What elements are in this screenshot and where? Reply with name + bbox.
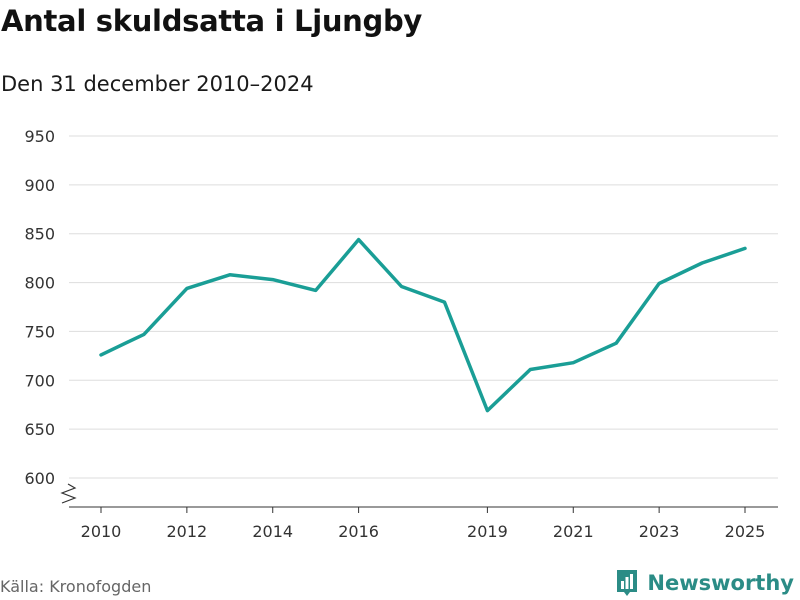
y-tick-label-750: 750 [24, 322, 55, 341]
x-tick-label-2019: 2019 [467, 522, 508, 541]
data-point-2023 [657, 282, 661, 286]
series-layer [99, 237, 747, 413]
data-point-2014 [271, 278, 275, 282]
y-axis-labels: 600 650 700 750 800 850 900 950 [24, 127, 55, 488]
data-point-2017 [400, 284, 404, 288]
y-tick-label-900: 900 [24, 176, 55, 195]
x-axis-labels: 2010 2012 2014 2016 2019 2021 2023 2025 [81, 522, 766, 541]
brand-logo: Newsworthy [615, 568, 794, 598]
data-point-2013 [228, 273, 232, 277]
x-tick-label-2010: 2010 [81, 522, 122, 541]
y-tick-label-650: 650 [24, 420, 55, 439]
data-point-2022 [614, 341, 618, 345]
data-point-2021 [571, 361, 575, 365]
y-tick-label-850: 850 [24, 225, 55, 244]
gridlines [69, 135, 778, 479]
data-point-2011 [142, 332, 146, 336]
y-tick-label-950: 950 [24, 127, 55, 146]
data-point-2012 [185, 286, 189, 290]
y-tick-label-600: 600 [24, 469, 55, 488]
x-tick-label-2023: 2023 [639, 522, 680, 541]
data-point-2024 [700, 261, 704, 265]
data-point-2025 [743, 246, 747, 250]
y-tick-label-700: 700 [24, 371, 55, 390]
x-tick-label-2012: 2012 [167, 522, 208, 541]
x-tick-label-2016: 2016 [338, 522, 379, 541]
bar-chart-logo-icon [617, 570, 638, 596]
x-tick-label-2021: 2021 [553, 522, 594, 541]
x-tick-label-2025: 2025 [725, 522, 766, 541]
y-tick-label-800: 800 [24, 274, 55, 293]
brand-name: Newsworthy [647, 571, 794, 595]
x-tick-label-2014: 2014 [252, 522, 293, 541]
axis-break-icon [60, 483, 77, 504]
chart-subtitle: Den 31 december 2010–2024 [1, 72, 314, 96]
source-note: Källa: Kronofogden [0, 577, 152, 596]
data-point-2016 [357, 238, 361, 242]
data-point-2019 [485, 409, 489, 413]
chart-title: Antal skuldsatta i Ljungby [1, 4, 423, 38]
data-point-2015 [314, 288, 318, 292]
data-point-2010 [99, 353, 103, 357]
data-point-2020 [528, 368, 532, 372]
x-axis [60, 483, 778, 513]
series-line-0 [99, 237, 747, 413]
data-point-2018 [442, 300, 446, 304]
